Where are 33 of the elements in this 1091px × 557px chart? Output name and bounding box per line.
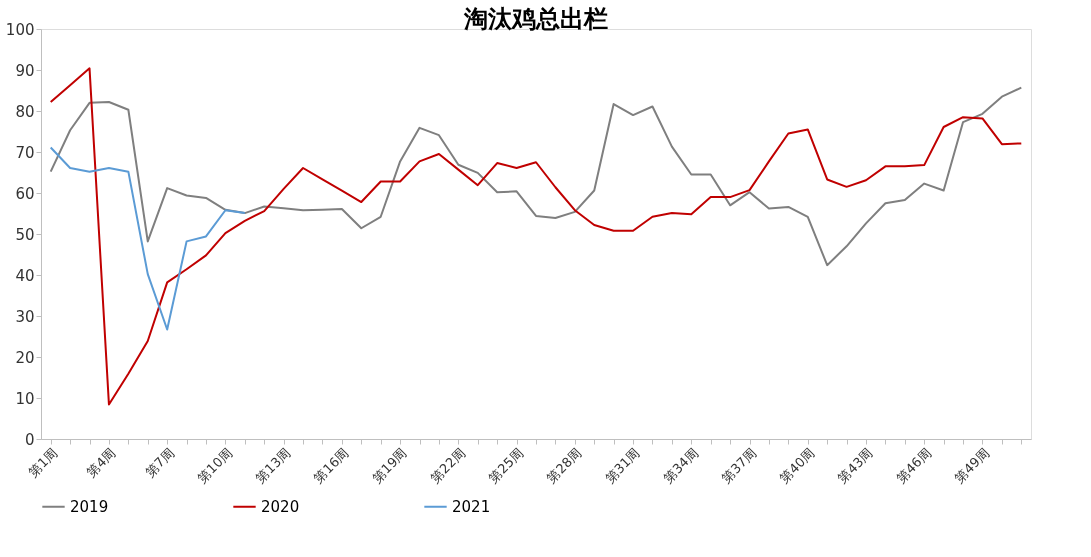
y-tick-label: 60: [15, 184, 35, 203]
x-tick-label: 第10周: [194, 445, 236, 486]
x-tick-label: 第13周: [252, 445, 294, 486]
x-tick-label: 第22周: [427, 445, 469, 486]
legend-label: 2021: [452, 497, 491, 516]
y-tick-label: 70: [15, 143, 35, 162]
x-tick-label: 第40周: [776, 445, 818, 486]
x-tick-label: 第37周: [718, 445, 760, 486]
chart-title: 淘汰鸡总出栏: [463, 4, 608, 33]
x-tick-label: 第25周: [485, 445, 527, 486]
y-tick-label: 20: [15, 348, 35, 367]
x-tick-label: 第31周: [602, 445, 643, 486]
x-tick-label: 第46周: [893, 445, 934, 486]
legend-label: 2020: [261, 497, 300, 516]
y-tick-label: 50: [15, 225, 35, 244]
line-series: [49, 146, 246, 331]
x-tick-label: 第19周: [369, 445, 410, 486]
legend-label: 2019: [70, 497, 109, 516]
y-tick-label: 40: [15, 266, 35, 285]
y-tick-label: 100: [5, 20, 35, 39]
x-tick-label: 第28周: [543, 445, 585, 486]
y-tick-label: 90: [15, 61, 35, 80]
x-tick-label: 第49周: [951, 445, 993, 486]
line-series: [49, 67, 1023, 406]
x-tick-label: 第34周: [660, 445, 701, 486]
x-tick-label: 第43周: [835, 445, 876, 486]
x-tick-label: 第16周: [310, 445, 352, 486]
x-tick-label: 第7周: [142, 445, 177, 480]
y-tick-label: 80: [15, 102, 35, 121]
x-tick-label: 第4周: [83, 445, 119, 480]
y-tick-label: 10: [15, 389, 35, 408]
y-tick-label: 30: [15, 307, 35, 326]
line-series: [49, 86, 1023, 267]
